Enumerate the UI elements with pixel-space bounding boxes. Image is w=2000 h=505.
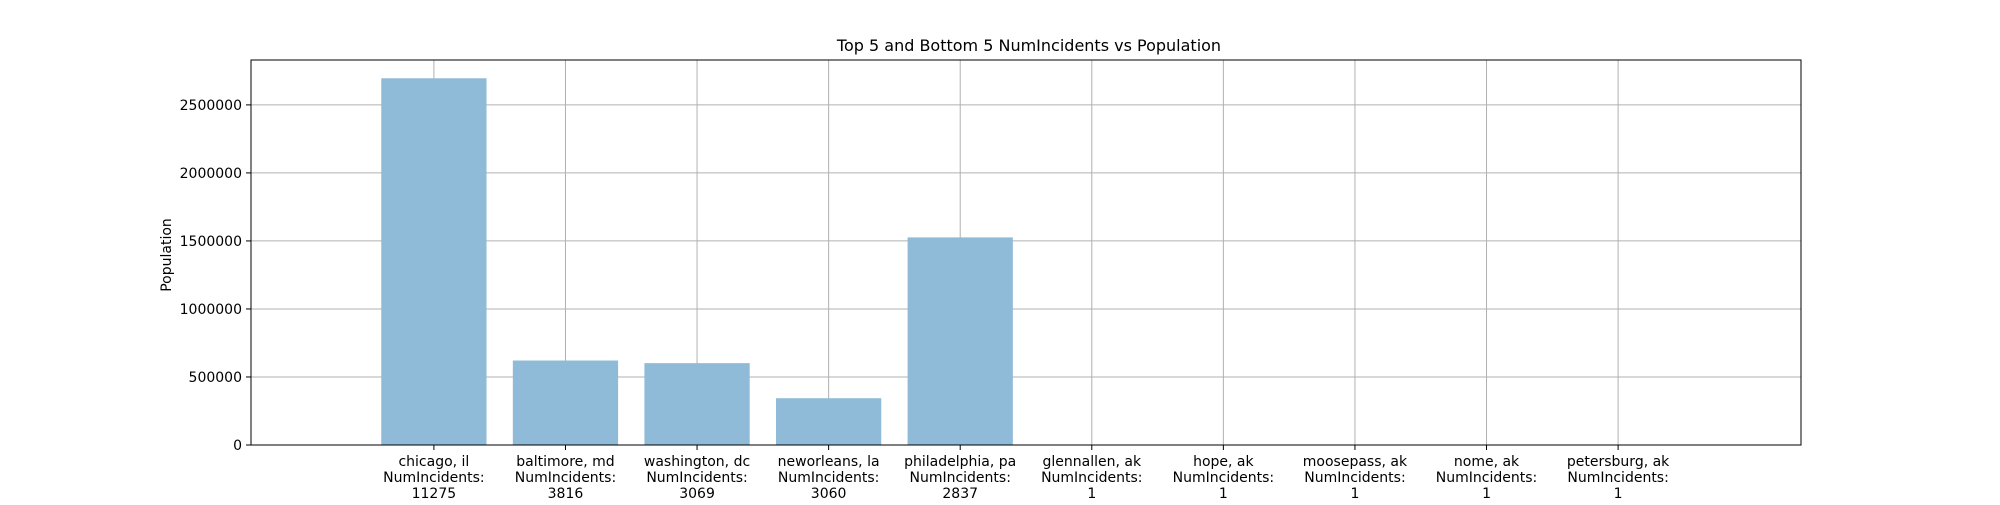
x-tick-label-line: 3060 xyxy=(811,486,847,500)
x-tick-label-line: NumIncidents: xyxy=(1173,470,1274,486)
x-tick-label-line: nome, ak xyxy=(1454,454,1520,470)
bar xyxy=(908,237,1013,445)
y-tick-label: 0 xyxy=(233,438,242,454)
x-tick-label-line: NumIncidents: xyxy=(778,470,879,486)
x-tick-label-line: NumIncidents: xyxy=(646,470,747,486)
x-tick-label-line: moosepass, ak xyxy=(1303,454,1408,470)
x-tick-label-line: 3069 xyxy=(679,486,715,500)
x-tick-label-line: washington, dc xyxy=(644,454,750,470)
x-tick-label-line: chicago, il xyxy=(398,454,469,470)
x-tick-label-line: 1 xyxy=(1482,486,1491,500)
x-tick-label-line: 2837 xyxy=(942,486,978,500)
x-tick-label-line: 11275 xyxy=(412,486,457,500)
y-axis-label: Population xyxy=(159,218,175,292)
x-tick-label-line: NumIncidents: xyxy=(1436,470,1537,486)
x-tick-label-line: glennallen, ak xyxy=(1043,454,1142,470)
x-tick-label-line: NumIncidents: xyxy=(383,470,484,486)
x-tick-label-line: petersburg, ak xyxy=(1567,454,1670,470)
y-tick-label: 2000000 xyxy=(180,166,242,182)
x-tick-label-line: 1 xyxy=(1219,486,1228,500)
x-tick-label-line: neworleans, la xyxy=(778,454,880,470)
bar xyxy=(644,363,749,445)
bar xyxy=(513,361,618,445)
bar xyxy=(776,398,881,445)
chart-title: Top 5 and Bottom 5 NumIncidents vs Popul… xyxy=(836,36,1221,55)
bars xyxy=(381,78,1670,445)
y-tick-label: 1500000 xyxy=(180,234,242,250)
x-tick-label-line: NumIncidents: xyxy=(1041,470,1142,486)
x-tick-label-line: baltimore, md xyxy=(516,454,614,470)
y-tick-label: 1000000 xyxy=(180,302,242,318)
x-tick-label-line: NumIncidents: xyxy=(1304,470,1405,486)
x-tick-label-line: philadelphia, pa xyxy=(904,454,1016,470)
x-tick-label-line: 1 xyxy=(1350,486,1359,500)
x-tick-label-line: 1 xyxy=(1087,486,1096,500)
x-tick-label-line: NumIncidents: xyxy=(909,470,1010,486)
x-tick-label-line: NumIncidents: xyxy=(1567,470,1668,486)
y-tick-label: 500000 xyxy=(189,370,242,386)
x-tick-label-line: 1 xyxy=(1614,486,1623,500)
bar xyxy=(381,78,486,445)
x-tick-label-line: 3816 xyxy=(548,486,584,500)
x-tick-label-line: hope, ak xyxy=(1193,454,1254,470)
x-tick-label-line: NumIncidents: xyxy=(515,470,616,486)
y-tick-label: 2500000 xyxy=(180,98,242,114)
